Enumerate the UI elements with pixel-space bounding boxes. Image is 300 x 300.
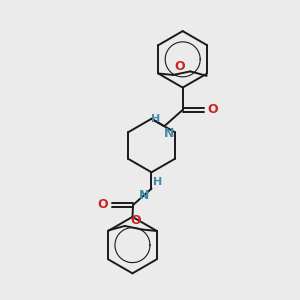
Text: N: N bbox=[164, 127, 175, 140]
Text: O: O bbox=[175, 60, 185, 73]
Text: O: O bbox=[208, 103, 218, 116]
Text: O: O bbox=[98, 199, 108, 212]
Text: N: N bbox=[139, 189, 149, 202]
Text: O: O bbox=[130, 214, 141, 227]
Text: H: H bbox=[151, 114, 160, 124]
Text: H: H bbox=[153, 177, 163, 187]
